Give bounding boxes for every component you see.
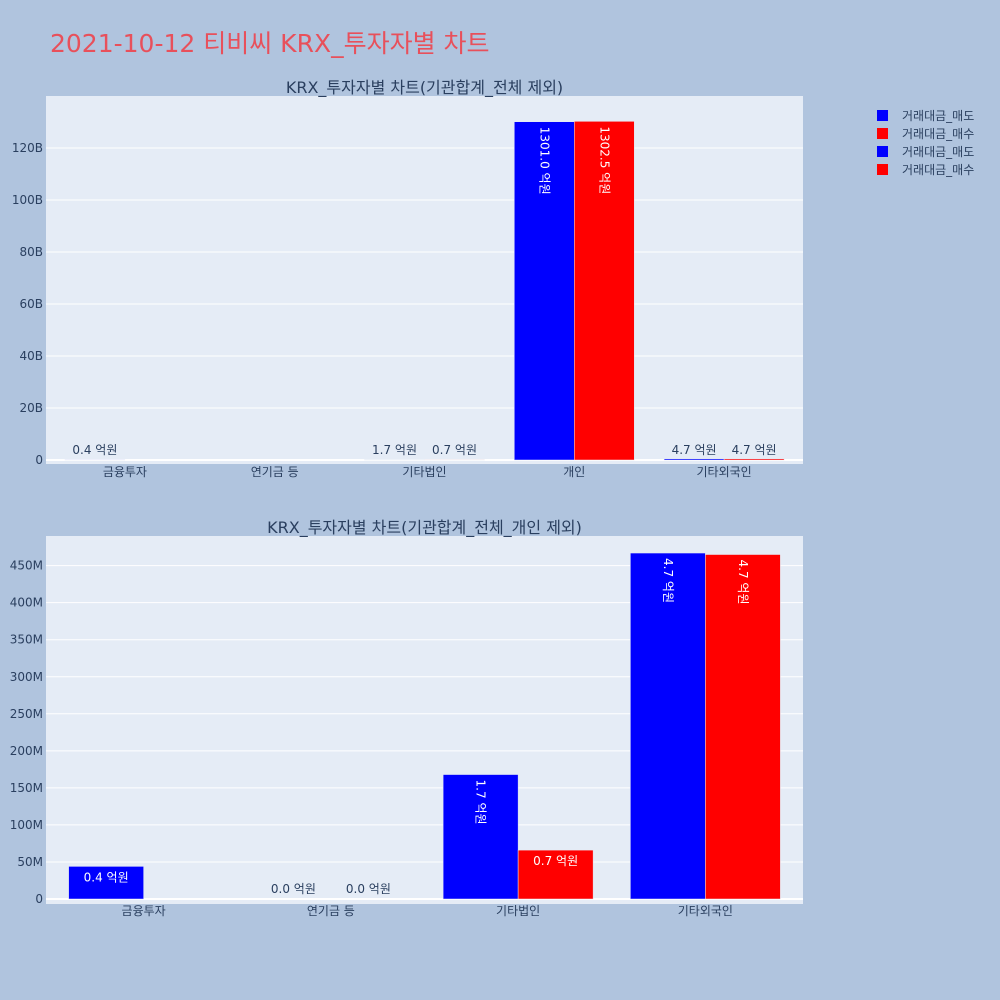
y-tick-label: 450M	[10, 559, 43, 573]
y-tick-label: 200M	[10, 744, 43, 758]
y-tick-label: 0	[35, 892, 43, 906]
x-tick-label: 연기금 등	[251, 465, 299, 479]
bar	[705, 554, 781, 900]
x-tick-label: 금융투자	[122, 904, 166, 918]
y-tick-label: 350M	[10, 633, 43, 647]
bar	[442, 774, 519, 900]
chart-bottom: 0 50M 100M 150M 200M 250M 300M 350M 400M 450M KRX_…	[10, 518, 803, 918]
bar	[574, 121, 635, 461]
y-tick-label: 400M	[10, 596, 43, 610]
bar	[517, 849, 594, 900]
data-label: 0.4 억원	[72, 443, 117, 457]
data-label: 4.7 억원	[736, 560, 750, 605]
y-tick-label: 100M	[10, 818, 43, 832]
chart-title: KRX_투자자별 차트(기관합계_전체_개인 제외)	[267, 518, 582, 538]
data-label: 1302.5 억원	[597, 126, 611, 194]
data-label: 4.7 억원	[661, 558, 675, 603]
legend-swatch	[877, 110, 888, 121]
data-label: 4.7 억원	[732, 443, 777, 457]
data-label: 0.0 억원	[346, 882, 391, 896]
x-tick-label: 기타법인	[402, 465, 446, 479]
y-tick-label: 40B	[19, 349, 43, 363]
y-tick-label: 250M	[10, 707, 43, 721]
legend-swatch	[877, 128, 888, 139]
bar	[514, 121, 575, 461]
bar	[68, 866, 144, 900]
plot-area	[46, 96, 803, 464]
y-tick-label: 0	[35, 453, 43, 467]
x-tick-label: 기타외국인	[678, 904, 733, 918]
y-tick-label: 300M	[10, 670, 43, 684]
data-label: 0.4 억원	[84, 870, 129, 884]
bar	[723, 458, 785, 461]
chart-top: 0 20B 40B 60B 80B 100B 120B KRX_투자자별 차트(기관합계_전체…	[12, 78, 803, 479]
x-tick-label: 연기금 등	[307, 904, 355, 918]
y-tick-label: 50M	[17, 855, 43, 869]
legend-label: 거래대금_매수	[902, 163, 974, 177]
legend-label: 거래대금_매수	[902, 127, 974, 141]
y-tick-label: 150M	[10, 781, 43, 795]
y-tick-label: 60B	[19, 297, 43, 311]
x-tick-label: 기타외국인	[696, 465, 751, 479]
data-label: 0.0 억원	[271, 882, 316, 896]
y-tick-label: 120B	[12, 141, 43, 155]
x-tick-label: 개인	[563, 465, 585, 479]
data-label: 4.7 억원	[672, 443, 717, 457]
page-title: 2021-10-12 티비씨 KRX_투자자별 차트	[50, 29, 490, 58]
legend-label: 거래대금_매도	[902, 109, 974, 123]
data-label: 0.7 억원	[533, 854, 578, 868]
y-tick-label: 100B	[12, 193, 43, 207]
x-tick-label: 금융투자	[103, 465, 147, 479]
bar	[663, 458, 725, 461]
chart-title: KRX_투자자별 차트(기관합계_전체 제외)	[286, 78, 563, 98]
bar	[630, 552, 706, 900]
legend-swatch	[877, 164, 888, 175]
data-label: 1.7 억원	[372, 443, 417, 457]
y-tick-label: 20B	[19, 401, 43, 415]
data-label: 1.7 억원	[474, 780, 488, 825]
y-tick-label: 80B	[19, 245, 43, 259]
x-tick-label: 기타법인	[496, 904, 540, 918]
legend-swatch	[877, 146, 888, 157]
data-label: 1301.0 억원	[537, 127, 551, 195]
data-label: 0.7 억원	[432, 443, 477, 457]
legend-label: 거래대금_매도	[902, 145, 974, 159]
